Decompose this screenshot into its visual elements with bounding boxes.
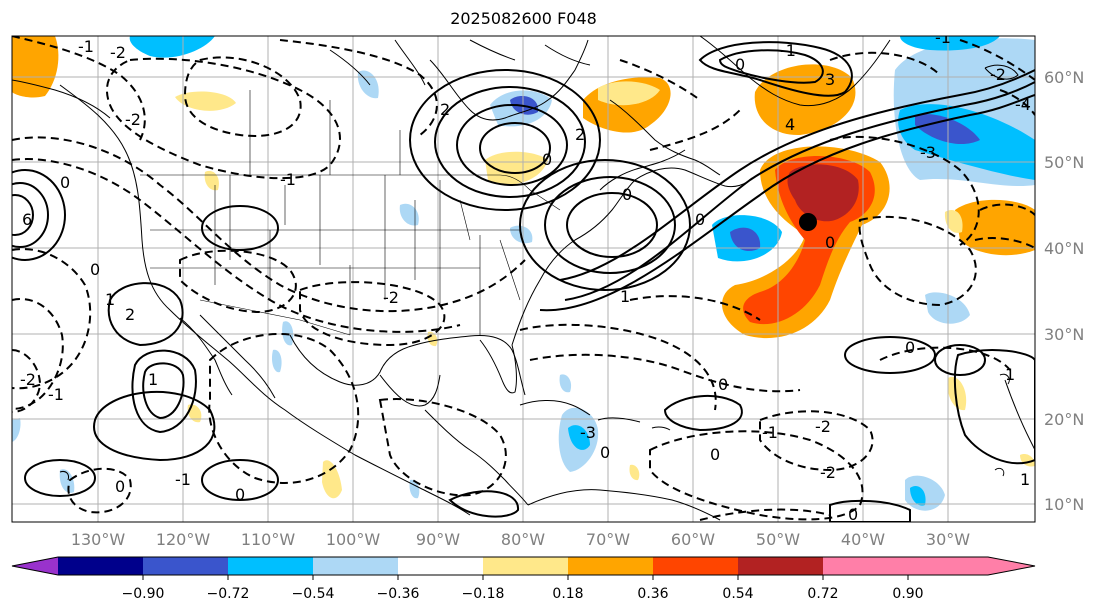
contour-label: 3 bbox=[825, 70, 835, 89]
latitude-labels: 60°N 50°N 40°N 30°N 20°N 10°N bbox=[1044, 68, 1084, 514]
contour-label: 1 bbox=[105, 290, 115, 309]
contour-label: 2 bbox=[575, 125, 585, 144]
lon-label: 110°W bbox=[241, 530, 296, 549]
colorbar-outline bbox=[11, 556, 1036, 576]
lon-label: 100°W bbox=[326, 530, 381, 549]
colorbar-swatch bbox=[483, 557, 568, 575]
lon-label: 130°W bbox=[71, 530, 126, 549]
colorbar-tick-label: −0.90 bbox=[122, 586, 165, 602]
contour-label: -1 bbox=[780, 41, 796, 60]
contour-label: -1 bbox=[78, 37, 94, 56]
colorbar-tick-label: 0.90 bbox=[892, 586, 923, 602]
contour-label: 0 bbox=[90, 260, 100, 279]
colorbar-tick-label: 0.72 bbox=[807, 586, 838, 602]
contour-label: -2 bbox=[990, 65, 1006, 84]
lat-label: 40°N bbox=[1044, 239, 1084, 258]
contour-label: -3 bbox=[920, 143, 936, 162]
contour-label: -2 bbox=[820, 463, 836, 482]
negative-contours bbox=[12, 36, 1035, 521]
contour-label: 0 bbox=[735, 55, 745, 74]
colorbar-swatch bbox=[653, 557, 738, 575]
colorbar-swatch bbox=[143, 557, 228, 575]
map-content: -1 -2 -2 -1 0 6 0 1 2 1 -2 -1 0 -1 0 -2 … bbox=[12, 28, 1035, 524]
contour-label: 0 bbox=[848, 505, 858, 524]
colorbar-tick-label: −0.72 bbox=[207, 586, 250, 602]
colorbar-swatch bbox=[398, 557, 483, 575]
lon-label: 50°W bbox=[756, 530, 800, 549]
contour-label: -1 bbox=[935, 28, 951, 47]
contour-label: 0 bbox=[825, 233, 835, 252]
coastlines bbox=[12, 36, 1035, 521]
contour-label: -1 bbox=[280, 170, 296, 189]
colorbar-swatch bbox=[988, 557, 1035, 575]
lat-label: 20°N bbox=[1044, 410, 1084, 429]
map-frame bbox=[11, 35, 1036, 523]
location-marker bbox=[799, 213, 817, 231]
colorbar-tick-label: 0.54 bbox=[722, 586, 753, 602]
contour-label: 0 bbox=[710, 445, 720, 464]
colorbar-swatch bbox=[58, 557, 143, 575]
positive-contours bbox=[12, 41, 1035, 522]
colorbar: −0.90 −0.72 −0.54 −0.36 −0.18 0.18 0.36 … bbox=[11, 556, 1036, 602]
lon-label: 40°W bbox=[841, 530, 885, 549]
lon-label: 60°W bbox=[671, 530, 715, 549]
lon-label: 70°W bbox=[586, 530, 630, 549]
political-borders bbox=[140, 90, 561, 336]
lat-label: 60°N bbox=[1044, 68, 1084, 87]
colorbar-swatch bbox=[823, 557, 988, 575]
colorbar-tick-label: 0.18 bbox=[552, 586, 583, 602]
map-title: 2025082600 F048 bbox=[450, 9, 597, 28]
contour-label: -1 bbox=[48, 385, 64, 404]
contour-label: -1 bbox=[762, 423, 778, 442]
colorbar-tick-label: 0.36 bbox=[637, 586, 668, 602]
shaded-anomalies bbox=[12, 36, 1035, 511]
colorbar-swatch bbox=[12, 557, 58, 575]
contour-label: 2 bbox=[125, 305, 135, 324]
lon-label: 30°W bbox=[926, 530, 970, 549]
contour-label: -3 bbox=[580, 423, 596, 442]
contour-label: 1 bbox=[148, 370, 158, 389]
lat-label: 30°N bbox=[1044, 325, 1084, 344]
lat-label: 50°N bbox=[1044, 153, 1084, 172]
contour-label: 0 bbox=[235, 485, 245, 504]
contour-label: -2 bbox=[20, 370, 36, 389]
colorbar-tick-label: −0.36 bbox=[377, 586, 420, 602]
gridlines bbox=[12, 36, 1035, 522]
colorbar-ticks bbox=[142, 575, 909, 580]
longitude-labels: 130°W 120°W 110°W 100°W 90°W 80°W 70°W 6… bbox=[71, 530, 970, 549]
colorbar-tick-label: −0.54 bbox=[292, 586, 335, 602]
lon-label: 80°W bbox=[501, 530, 545, 549]
contour-label: 2 bbox=[440, 100, 450, 119]
contour-label: -2 bbox=[125, 110, 141, 129]
contour-label: 1 bbox=[1020, 470, 1030, 489]
contour-label: -1 bbox=[175, 470, 191, 489]
contour-label: 0 bbox=[695, 210, 705, 229]
contour-label: -2 bbox=[110, 43, 126, 62]
contour-label: 0 bbox=[600, 443, 610, 462]
contour-label: 0 bbox=[60, 173, 70, 192]
contour-label: 1 bbox=[620, 287, 630, 306]
contour-label: -2 bbox=[815, 417, 831, 436]
contour-label: 0 bbox=[905, 338, 915, 357]
contour-label: 0 bbox=[622, 185, 632, 204]
colorbar-swatch bbox=[228, 557, 313, 575]
contour-label: 4 bbox=[785, 115, 795, 134]
colorbar-swatch bbox=[738, 557, 823, 575]
contour-label: -4 bbox=[1015, 95, 1031, 114]
contour-label: 0 bbox=[718, 375, 728, 394]
contour-label: 1 bbox=[1005, 365, 1015, 384]
contour-label: -2 bbox=[383, 288, 399, 307]
lat-label: 10°N bbox=[1044, 495, 1084, 514]
colorbar-swatch bbox=[313, 557, 398, 575]
colorbar-swatch bbox=[568, 557, 653, 575]
lon-label: 120°W bbox=[156, 530, 211, 549]
contour-label: 0 bbox=[115, 477, 125, 496]
lon-label: 90°W bbox=[416, 530, 460, 549]
contour-label: 6 bbox=[22, 210, 32, 229]
contour-label: 0 bbox=[542, 150, 552, 169]
colorbar-tick-label: −0.18 bbox=[462, 586, 505, 602]
contour-label-group: -1 -2 -2 -1 0 6 0 1 2 1 -2 -1 0 -1 0 -2 … bbox=[20, 28, 1031, 524]
